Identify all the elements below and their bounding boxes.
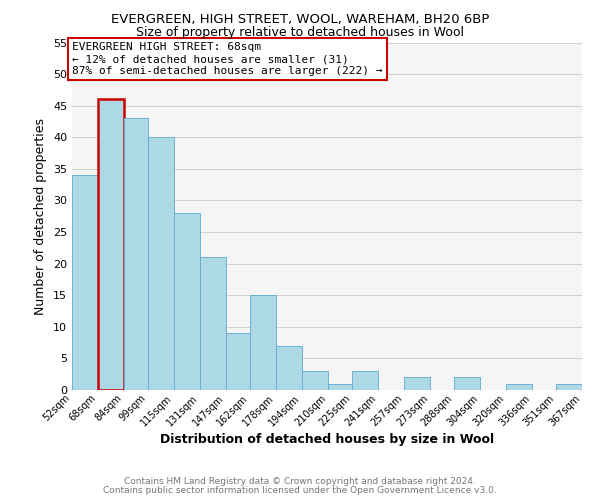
Bar: [200, 258, 226, 390]
Bar: [148, 138, 174, 390]
Text: Contains HM Land Registry data © Crown copyright and database right 2024.: Contains HM Land Registry data © Crown c…: [124, 477, 476, 486]
Bar: [226, 333, 250, 390]
X-axis label: Distribution of detached houses by size in Wool: Distribution of detached houses by size …: [160, 434, 494, 446]
Text: Contains public sector information licensed under the Open Government Licence v3: Contains public sector information licen…: [103, 486, 497, 495]
Bar: [556, 384, 582, 390]
Y-axis label: Number of detached properties: Number of detached properties: [34, 118, 47, 315]
Bar: [124, 118, 148, 390]
Text: EVERGREEN HIGH STREET: 68sqm
← 12% of detached houses are smaller (31)
87% of se: EVERGREEN HIGH STREET: 68sqm ← 12% of de…: [72, 42, 383, 76]
Text: Size of property relative to detached houses in Wool: Size of property relative to detached ho…: [136, 26, 464, 39]
Bar: [72, 175, 98, 390]
Bar: [174, 213, 200, 390]
Bar: [328, 384, 352, 390]
Text: EVERGREEN, HIGH STREET, WOOL, WAREHAM, BH20 6BP: EVERGREEN, HIGH STREET, WOOL, WAREHAM, B…: [111, 12, 489, 26]
Bar: [250, 295, 276, 390]
Bar: [276, 346, 302, 390]
Bar: [352, 371, 378, 390]
Bar: [404, 378, 430, 390]
Bar: [454, 378, 480, 390]
Bar: [98, 100, 124, 390]
Bar: [506, 384, 532, 390]
Bar: [302, 371, 328, 390]
